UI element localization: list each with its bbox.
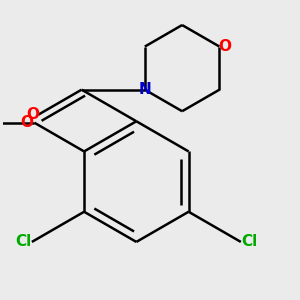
Text: O: O (21, 115, 34, 130)
Text: O: O (219, 39, 232, 54)
Text: Cl: Cl (15, 234, 31, 249)
Text: O: O (26, 107, 39, 122)
Text: Cl: Cl (241, 234, 258, 249)
Text: N: N (138, 82, 151, 97)
